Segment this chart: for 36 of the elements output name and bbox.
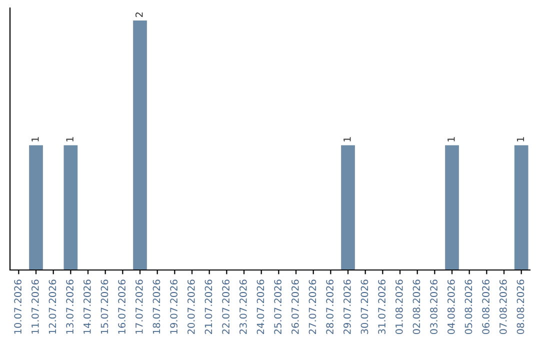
x-tick-label: 20.07.2026 <box>187 280 195 334</box>
x-tick-label: 16.07.2026 <box>118 280 126 334</box>
x-tick-label: 01.08.2026 <box>395 280 403 334</box>
data-label: 1 <box>448 137 455 142</box>
data-label: 1 <box>32 137 39 142</box>
x-tick-label: 10.07.2026 <box>14 280 22 334</box>
x-tick-label: 03.08.2026 <box>430 280 438 334</box>
x-tick-label: 17.07.2026 <box>135 280 143 334</box>
x-tick-label: 25.07.2026 <box>274 280 282 334</box>
x-tick-label: 28.07.2026 <box>326 280 334 334</box>
x-tick-label: 29.07.2026 <box>343 280 351 334</box>
x-tick-label: 06.08.2026 <box>482 280 490 334</box>
data-label: 1 <box>344 137 351 142</box>
x-tick-label: 21.07.2026 <box>204 280 212 334</box>
x-tick-label: 07.08.2026 <box>499 280 507 334</box>
x-tick-label: 02.08.2026 <box>412 280 420 334</box>
data-label: 1 <box>66 137 74 142</box>
x-tick-label: 11.07.2026 <box>31 280 39 334</box>
x-tick-label: 22.07.2026 <box>222 280 230 334</box>
x-tick-label: 31.07.2026 <box>378 280 386 334</box>
x-tick-label: 04.08.2026 <box>447 280 455 334</box>
x-tick-label: 05.08.2026 <box>464 280 472 334</box>
x-tick-label: 30.07.2026 <box>360 280 368 334</box>
x-tick-label: 24.07.2026 <box>256 280 264 334</box>
x-tick-label: 08.08.2026 <box>516 280 524 334</box>
x-tick-label: 27.07.2026 <box>308 280 316 334</box>
x-tick-label: 18.07.2026 <box>152 280 160 334</box>
data-label: 2 <box>135 12 143 17</box>
x-tick-label: 15.07.2026 <box>100 280 108 334</box>
x-tick-label: 13.07.2026 <box>66 280 74 334</box>
x-tick-label: 26.07.2026 <box>291 280 299 334</box>
x-tick-label: 19.07.2026 <box>170 280 178 334</box>
data-label: 1 <box>516 137 524 142</box>
x-tick-label: 14.07.2026 <box>83 280 91 334</box>
x-tick-label: 12.07.2026 <box>48 280 56 334</box>
x-tick-label: 23.07.2026 <box>239 280 247 334</box>
